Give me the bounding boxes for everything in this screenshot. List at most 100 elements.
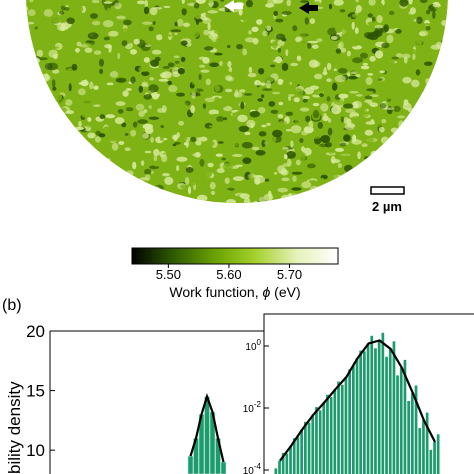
map-grain	[174, 32, 178, 35]
map-grain	[272, 155, 280, 162]
map-grain	[442, 171, 447, 178]
map-grain	[449, 191, 454, 199]
map-grain	[236, 195, 240, 200]
map-grain	[253, 61, 260, 65]
map-grain	[27, 197, 38, 203]
map-grain	[419, 133, 430, 142]
map-grain	[413, 115, 423, 123]
map-grain	[449, 14, 455, 16]
map-grain	[27, 92, 36, 97]
map-grain	[438, 58, 444, 65]
map-grain	[442, 54, 448, 57]
map-grain	[263, 141, 269, 145]
map-grain	[114, 117, 125, 125]
map-grain	[336, 190, 345, 197]
map-grain	[148, 105, 152, 109]
inset-fit-curve	[279, 339, 436, 462]
map-grain	[250, 122, 254, 129]
map-grain	[367, 136, 374, 143]
map-grain	[36, 155, 45, 162]
map-grain	[408, 121, 415, 127]
map-grain	[102, 189, 107, 196]
map-grain	[170, 29, 182, 33]
main-y-tick-label: 15	[26, 382, 45, 401]
map-grain	[74, 185, 80, 190]
map-grain	[87, 132, 96, 139]
map-grain	[425, 78, 431, 85]
map-grain	[266, 56, 277, 61]
map-grain	[140, 185, 145, 189]
map-grain	[67, 124, 72, 129]
map-grain	[19, 168, 22, 175]
map-grain	[384, 107, 395, 110]
map-grain	[172, 191, 179, 196]
map-grain	[59, 185, 64, 191]
map-grain	[207, 22, 211, 31]
arrow-marker-right	[299, 2, 318, 14]
map-grain	[85, 40, 93, 44]
map-grain	[83, 162, 91, 167]
map-grain	[393, 105, 401, 112]
map-grain	[446, 142, 448, 151]
map-grain	[48, 46, 60, 49]
colorbar-tick-label: 5.60	[216, 267, 241, 282]
map-grain	[78, 135, 87, 142]
map-grain	[138, 110, 145, 117]
map-grain	[328, 148, 335, 154]
map-grain	[89, 171, 101, 177]
map-grain	[296, 198, 303, 203]
map-grain	[371, 16, 376, 23]
map-grain	[444, 28, 448, 31]
map-grain	[35, 148, 47, 153]
map-grain	[292, 25, 298, 32]
map-grain	[391, 136, 403, 139]
map-grain	[365, 76, 373, 86]
map-grain	[226, 76, 235, 82]
map-grain	[449, 4, 454, 12]
map-grain	[225, 36, 236, 41]
map-grain	[130, 76, 136, 84]
map-grain	[76, 63, 85, 66]
map-grain	[301, 181, 312, 189]
map-grain	[124, 147, 131, 152]
map-grain	[247, 72, 257, 78]
map-grain	[379, 70, 386, 74]
map-grain	[26, 112, 31, 117]
map-grain	[408, 48, 418, 55]
inset-histogram-bar	[355, 358, 359, 474]
inset-histogram-bar	[329, 397, 333, 474]
map-grain	[385, 97, 392, 100]
map-grain	[381, 119, 387, 124]
map-grain	[403, 185, 413, 189]
map-grain	[331, 105, 342, 115]
map-grain	[326, 96, 331, 102]
inset-histogram-bar	[425, 412, 429, 474]
map-grain	[183, 66, 195, 70]
map-grain	[57, 98, 67, 105]
inset-y-ticks: 100 10-2 10-4	[243, 338, 269, 474]
map-grain	[50, 116, 54, 122]
map-grain	[277, 114, 284, 119]
map-grain	[185, 167, 194, 173]
map-grain	[144, 12, 149, 20]
map-grain	[230, 148, 238, 152]
map-grain	[390, 174, 398, 183]
map-grain	[304, 87, 314, 95]
map-grain	[176, 165, 180, 172]
map-grain	[380, 163, 390, 168]
map-grain	[308, 59, 319, 68]
map-grain	[408, 0, 413, 5]
map-grain	[214, 96, 220, 102]
map-grain	[231, 154, 243, 157]
map-grain	[307, 40, 319, 44]
map-grain	[266, 199, 275, 203]
map-grain	[258, 197, 266, 203]
map-grain	[326, 162, 331, 171]
map-grain	[234, 89, 239, 98]
map-grain	[258, 131, 267, 137]
map-grain	[320, 196, 330, 200]
map-grain	[381, 42, 390, 49]
map-grain	[436, 156, 448, 163]
map-grain	[278, 101, 284, 106]
map-grain	[252, 37, 259, 45]
